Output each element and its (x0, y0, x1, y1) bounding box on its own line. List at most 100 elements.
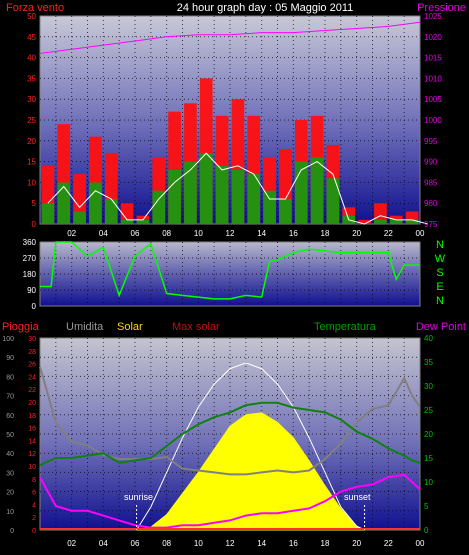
bottom-x-tick-label: 06 (131, 539, 140, 548)
compass-letter: N (436, 295, 444, 307)
wind-left-axis: 0 5 10 15 20 25 30 35 40 45 50 (27, 12, 36, 229)
rain-tick-label: 16 (28, 426, 36, 433)
wind-x-tick-label: 06 (131, 229, 140, 238)
direction-grid (40, 242, 420, 306)
bottom-x-tick-label: 18 (321, 539, 330, 548)
temperature-line (39, 401, 421, 467)
bottom-x-tick-label: 20 (352, 539, 361, 548)
wind-bar (374, 219, 387, 224)
temperature-tick-label: 20 (424, 430, 433, 439)
rain-tick-label: 28 (28, 349, 36, 356)
dewpoint-line (39, 473, 421, 529)
chart-title: 24 hour graph day : 05 Maggio 2011 (177, 2, 354, 14)
pressure-tick-label: 1000 (424, 116, 442, 125)
compass-letter: N (436, 239, 444, 251)
rain-tick-label: 4 (32, 502, 36, 509)
humidity-tick-label: 40 (6, 451, 14, 458)
pressure-tick-label: 995 (424, 137, 438, 146)
wind-bar (89, 182, 102, 224)
wind-tick-label: 20 (27, 137, 36, 146)
pressure-line (39, 21, 421, 54)
direction-tick-label: 360 (23, 238, 37, 247)
rain-tick-label: 6 (32, 490, 36, 497)
legend-rain: Pioggia (2, 321, 40, 333)
wind-tick-label: 10 (27, 178, 36, 187)
humidity-tick-label: 20 (6, 490, 14, 497)
pressure-tick-label: 1010 (424, 74, 442, 83)
humidity-tick-label: 60 (6, 413, 14, 420)
bottom-x-tick-label: 22 (384, 539, 393, 548)
wind-bar (120, 219, 134, 224)
wind-tick-label: 5 (32, 199, 37, 208)
humidity-tick-label: 100 (2, 336, 14, 343)
wind-x-tick-label: 14 (257, 229, 266, 238)
temperature-tick-label: 25 (424, 406, 433, 415)
rain-tick-label: 10 (28, 464, 36, 471)
humidity-axis: 0 10 20 30 40 50 60 70 80 90 100 (2, 336, 14, 535)
wind-direction-line (40, 241, 420, 300)
wind-bar (231, 169, 245, 224)
wind-bar (279, 199, 292, 224)
direction-tick-label: 90 (27, 286, 36, 295)
wind-tick-label: 45 (27, 33, 36, 42)
compass-letter: E (436, 281, 443, 293)
wind-bar (358, 219, 371, 224)
pressure-tick-label: 985 (424, 178, 438, 187)
wind-x-tick-label: 04 (99, 229, 108, 238)
rain-tick-label: 24 (28, 374, 36, 381)
legend-max-solar: Max solar (172, 321, 220, 333)
temperature-tick-label: 30 (424, 382, 433, 391)
wind-bar (294, 161, 308, 224)
pressure-tick-label: 1025 (424, 12, 442, 21)
wind-x-tick-label: 02 (67, 229, 76, 238)
wind-x-tick-label: 18 (321, 229, 330, 238)
humidity-tick-label: 70 (6, 394, 14, 401)
wind-x-tick-label: 20 (352, 229, 361, 238)
humidity-tick-label: 50 (6, 432, 14, 439)
temperature-tick-label: 0 (424, 526, 429, 535)
bottom-x-tick-label: 12 (226, 539, 235, 548)
humidity-tick-label: 0 (10, 528, 14, 535)
temperature-tick-label: 15 (424, 454, 433, 463)
rain-tick-label: 14 (28, 438, 36, 445)
wind-bar (136, 219, 150, 224)
rain-tick-label: 22 (28, 387, 36, 394)
wind-bar (73, 211, 86, 224)
wind-bar (57, 182, 71, 224)
direction-tick-label: 270 (23, 254, 37, 263)
wind-bar (104, 199, 118, 224)
legend-humidity: Umidita (66, 321, 104, 333)
wind-lines (39, 21, 429, 225)
header-right-label: Pressione (417, 2, 466, 14)
temperature-axis: 0 5 10 15 20 25 30 35 40 (424, 334, 433, 535)
wind-bar (41, 203, 55, 224)
header-left-label: Forza vento (6, 2, 64, 14)
wind-bar (310, 157, 324, 224)
wind-avg-line (47, 152, 429, 225)
wind-tick-label: 0 (32, 220, 37, 229)
humidity-tick-label: 90 (6, 355, 14, 362)
compass-letter: W (435, 253, 446, 265)
direction-tick-label: 180 (23, 270, 37, 279)
wind-x-tick-label: 16 (289, 229, 298, 238)
pressure-tick-label: 975 (424, 220, 438, 229)
direction-left-axis: 0 90 180 270 360 (23, 238, 37, 311)
bottom-lines (39, 362, 421, 531)
temperature-tick-label: 5 (424, 502, 429, 511)
legend-dewpoint: Dew Point (416, 321, 466, 333)
pressure-tick-label: 1020 (424, 33, 442, 42)
rain-tick-label: 2 (32, 515, 36, 522)
wind-bar (389, 219, 403, 224)
wind-tick-label: 35 (27, 74, 36, 83)
pressure-tick-label: 1005 (424, 95, 442, 104)
humidity-tick-label: 30 (6, 470, 14, 477)
humidity-tick-label: 10 (6, 509, 14, 516)
wind-x-tick-label: 08 (162, 229, 171, 238)
direction-tick-label: 0 (32, 302, 37, 311)
solar-area (136, 412, 365, 531)
wind-tick-label: 50 (27, 12, 36, 21)
pressure-right-axis: 975 980 985 990 995 1000 1005 1010 1015 1020 1025 (424, 12, 442, 229)
compass-letter: S (436, 267, 443, 279)
wind-x-tick-label: 10 (194, 229, 203, 238)
